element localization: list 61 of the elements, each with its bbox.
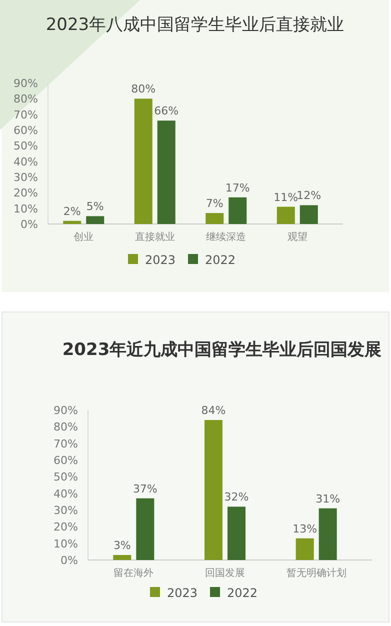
legend-label: 2022 [205, 253, 236, 267]
y-tick-label: 40% [54, 487, 78, 500]
data-label: 84% [201, 404, 226, 417]
legend-label: 2022 [227, 586, 258, 600]
y-tick-label: 80% [54, 420, 78, 434]
y-tick-label: 70% [14, 108, 38, 122]
y-tick-label: 50% [14, 140, 38, 153]
y-tick-label: 60% [54, 454, 78, 467]
y-tick-label: 70% [54, 437, 78, 450]
data-label: 37% [132, 482, 158, 496]
y-tick-label: 20% [54, 520, 78, 534]
bar [136, 498, 154, 560]
bar [134, 98, 152, 224]
x-tick-label: 留在海外 [114, 567, 154, 579]
bar [63, 220, 82, 224]
y-tick-label: 30% [14, 171, 38, 184]
y-tick-label: 20% [14, 186, 38, 200]
data-label: 7% [206, 197, 224, 210]
y-tick-label: 90% [54, 404, 78, 417]
bar [228, 197, 247, 224]
data-label: 2% [63, 204, 81, 218]
x-tick-label: 直接就业 [134, 231, 175, 243]
y-tick-label: 50% [54, 470, 78, 484]
x-tick-label: 继续深造 [206, 231, 246, 243]
y-tick-label: 30% [54, 504, 78, 517]
chart-title: 2023年近九成中国留学生毕业后回国发展 [62, 340, 382, 360]
y-tick-label: 0% [20, 218, 38, 231]
data-label: 32% [224, 490, 249, 504]
data-label: 11% [274, 190, 298, 204]
data-label: 17% [225, 181, 250, 194]
bar [318, 508, 337, 560]
data-label: 13% [292, 522, 318, 536]
x-tick-label: 回国发展 [205, 568, 245, 579]
data-label: 80% [131, 82, 156, 96]
y-tick-label: 60% [14, 124, 38, 137]
y-tick-label: 80% [14, 92, 38, 106]
bar [86, 216, 104, 224]
y-tick-label: 10% [14, 202, 38, 216]
legend-label: 2023 [145, 253, 176, 267]
y-tick-label: 90% [14, 77, 38, 90]
x-tick-label: 暂无明确计划 [286, 567, 346, 579]
data-label: 5% [86, 200, 104, 214]
data-label: 31% [316, 492, 340, 506]
x-tick-label: 观望 [287, 231, 308, 243]
y-tick-label: 40% [14, 155, 38, 168]
y-tick-label: 0% [60, 554, 78, 567]
bar [206, 213, 224, 224]
x-tick-label: 创业 [74, 231, 94, 243]
bar [157, 120, 176, 224]
data-label: 12% [296, 189, 322, 202]
bar [296, 538, 314, 560]
data-label: 3% [113, 539, 131, 552]
data-label: 66% [154, 104, 179, 118]
bar [228, 506, 246, 560]
bar [300, 205, 318, 224]
legend-label: 2023 [167, 586, 198, 600]
bar [204, 420, 222, 560]
bar [276, 206, 295, 224]
y-tick-label: 10% [54, 537, 78, 550]
bar [113, 555, 132, 560]
chart-title: 2023年八成中国留学生毕业后直接就业 [46, 15, 344, 35]
